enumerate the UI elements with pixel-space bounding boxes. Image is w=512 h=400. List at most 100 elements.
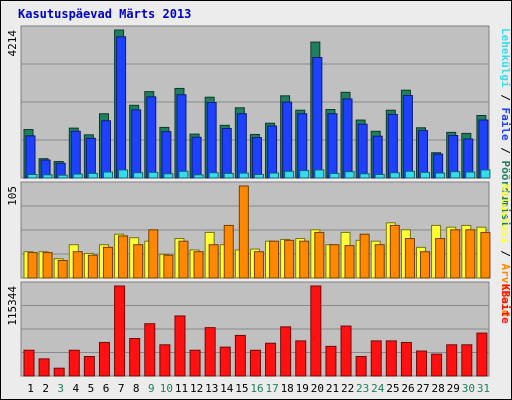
bar-Lehekülgi-13 [208,172,219,179]
bar-Arvuteid-17 [269,240,280,279]
legend-separator: / [499,88,512,108]
x-tick-label-7: 7 [118,382,125,395]
bar-KBaite-15 [234,334,246,377]
bar-Lehekülgi-23 [359,173,370,179]
bar-KBaite-4 [68,349,80,377]
x-tick-label-29: 29 [447,382,460,395]
bar-KBaite-9 [144,323,156,377]
legend-item-Arvuteid: Arvuteid [499,263,512,316]
bar-Lehekülgi-10 [163,173,174,179]
bar-Lehekülgi-29 [450,171,461,179]
bar-Lehekülgi-24 [374,173,385,179]
x-tick-label-4: 4 [73,382,80,395]
x-tick-label-1: 1 [27,382,34,395]
bar-KBaite-19 [295,340,307,377]
bar-Lehekülgi-18 [284,170,295,179]
legend-item-Faile: Faile [499,107,512,140]
bar-KBaite-8 [129,338,141,377]
bar-Arvuteid-24 [374,244,385,279]
bar-Arvuteid-7 [118,235,129,279]
bar-Arvuteid-10 [163,254,174,279]
bar-Arvuteid-14 [223,224,234,279]
legend-bottom: KBaite [499,284,512,324]
bar-Arvuteid-16 [253,251,264,279]
x-tick-label-5: 5 [88,382,95,395]
x-tick-label-19: 19 [296,382,309,395]
x-tick-label-8: 8 [133,382,140,395]
x-tick-label-17: 17 [265,382,278,395]
bar-KBaite-12 [189,349,201,377]
bar-KBaite-25 [385,340,397,377]
x-tick-label-30: 30 [462,382,475,395]
bar-KBaite-2 [38,358,50,377]
bar-KBaite-26 [400,341,412,377]
x-tick-label-31: 31 [477,382,490,395]
bar-Lehekülgi-16 [253,173,264,179]
bar-KBaite-20 [310,285,322,377]
y-max-label-bottom: 115344 [6,286,19,326]
bar-Arvuteid-1 [27,252,38,279]
bar-Arvuteid-6 [102,246,113,279]
bar-KBaite-11 [174,315,186,377]
x-tick-label-12: 12 [190,382,203,395]
bar-Arvuteid-29 [450,229,461,279]
bar-Lehekülgi-19 [299,170,310,179]
legend-item-Pöördumisi: Pöördumisi [499,160,512,227]
bar-KBaite-24 [370,340,382,377]
x-tick-label-23: 23 [356,382,369,395]
bar-Lehekülgi-26 [404,170,415,179]
bar-Arvuteid-30 [465,229,476,279]
bar-KBaite-28 [431,353,443,377]
bar-Arvuteid-11 [178,240,189,279]
y-max-label-middle: 105 [6,186,19,206]
bar-Lehekülgi-21 [329,172,340,179]
x-tick-label-16: 16 [250,382,263,395]
legend-item-KBaite: KBaite [499,284,512,324]
bar-Lehekülgi-7 [118,169,129,179]
legend-item-Külastusi: Külastusi [499,184,512,244]
bar-Arvuteid-12 [193,251,204,279]
bar-Lehekülgi-22 [344,171,355,179]
bar-KBaite-17 [265,342,277,377]
bar-Arvuteid-4 [72,251,83,279]
legend-separator: / [499,244,512,264]
bar-Arvuteid-25 [389,224,400,279]
x-tick-label-27: 27 [416,382,429,395]
bar-KBaite-31 [476,332,488,377]
x-tick-label-28: 28 [432,382,445,395]
bar-KBaite-27 [416,350,428,377]
bar-KBaite-14 [219,346,231,377]
bar-Lehekülgi-1 [27,173,38,179]
bar-Arvuteid-19 [299,240,310,279]
bar-KBaite-22 [340,325,352,377]
legend-separator: / [499,141,512,161]
x-tick-label-11: 11 [175,382,188,395]
bar-Lehekülgi-2 [42,174,53,179]
bar-Lehekülgi-14 [223,172,234,179]
bar-Lehekülgi-30 [465,171,476,179]
bar-Arvuteid-28 [435,238,446,279]
chart-title: Kasutuspäevad Märts 2013 [18,7,192,21]
bar-KBaite-23 [355,355,367,377]
x-tick-label-25: 25 [386,382,399,395]
bar-Lehekülgi-4 [72,173,83,179]
bar-Lehekülgi-3 [57,174,68,179]
x-tick-label-24: 24 [371,382,385,395]
bar-Arvuteid-2 [42,252,53,279]
bar-Lehekülgi-5 [87,172,98,179]
bar-Lehekülgi-8 [133,172,144,179]
bar-KBaite-13 [204,327,216,377]
bar-KBaite-29 [446,344,458,377]
x-tick-label-22: 22 [341,382,354,395]
x-tick-label-6: 6 [103,382,110,395]
x-tick-label-14: 14 [220,382,234,395]
bar-Arvuteid-26 [404,238,415,279]
bar-KBaite-1 [23,349,35,377]
bar-Arvuteid-15 [238,185,249,279]
bar-Lehekülgi-15 [238,172,249,179]
bar-KBaite-30 [461,344,473,377]
bar-Arvuteid-18 [284,239,295,279]
legend-middle: Külastusi / Arvuteid [499,184,512,316]
bar-Arvuteid-27 [420,251,431,279]
